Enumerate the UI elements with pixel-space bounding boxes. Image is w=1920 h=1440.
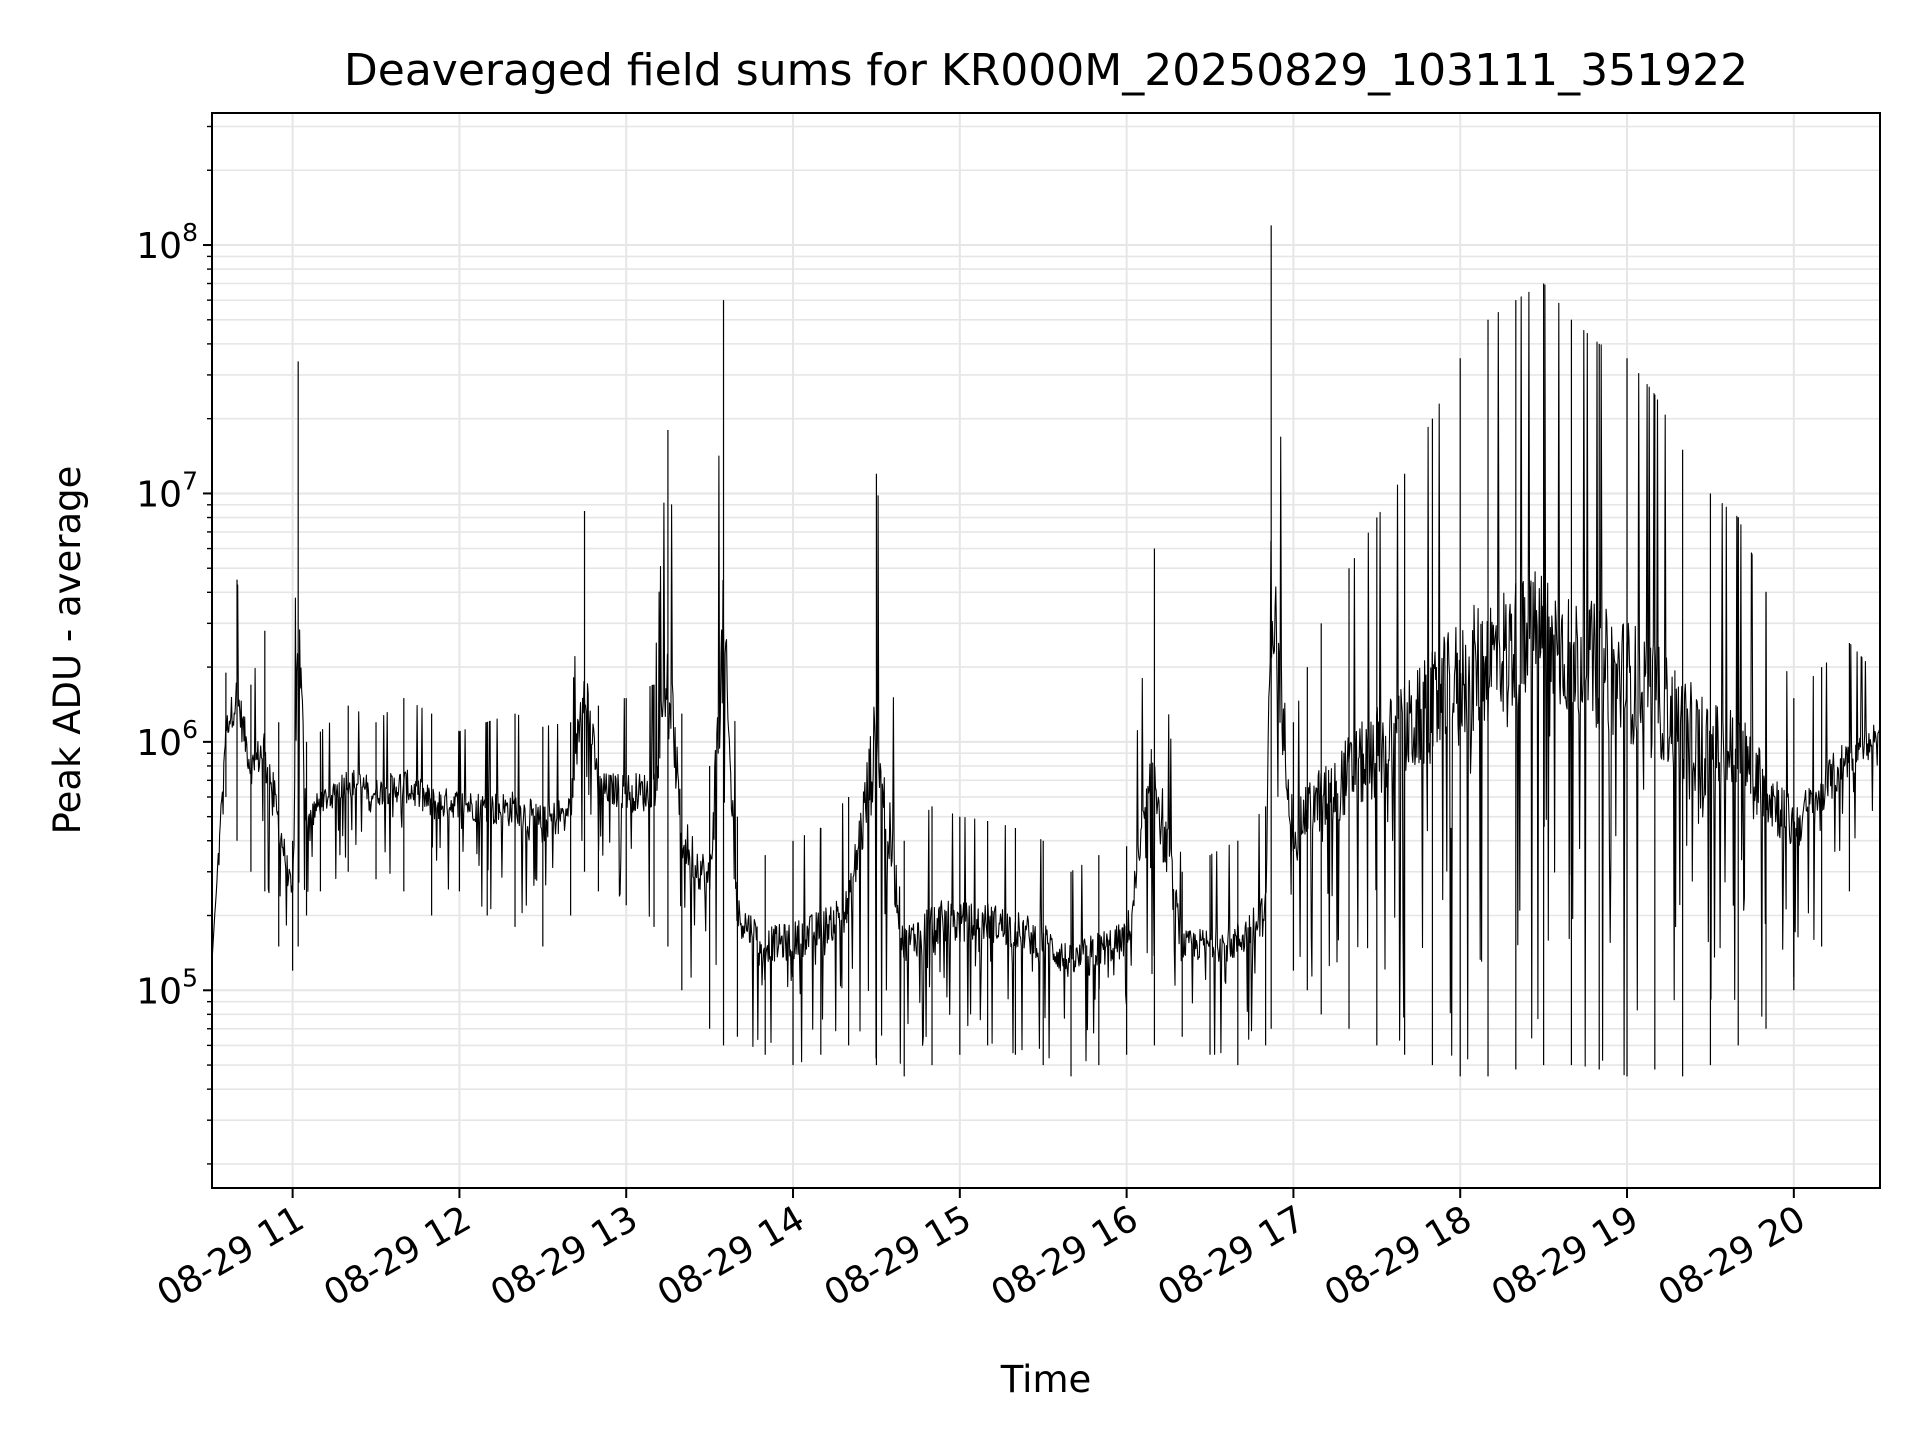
y-tick-label: 108 [136, 218, 198, 267]
chart-title: Deaveraged field sums for KR000M_2025082… [344, 45, 1748, 96]
x-axis-label: Time [1000, 1358, 1092, 1401]
y-tick-label: 105 [136, 963, 198, 1012]
plot-frame [211, 112, 1881, 1189]
data-series [211, 225, 1881, 1077]
series-line [211, 284, 1881, 1076]
y-tick-label: 106 [136, 715, 198, 764]
y-tick-label: 107 [136, 466, 198, 515]
y-axis-label: Peak ADU - average [46, 466, 89, 835]
